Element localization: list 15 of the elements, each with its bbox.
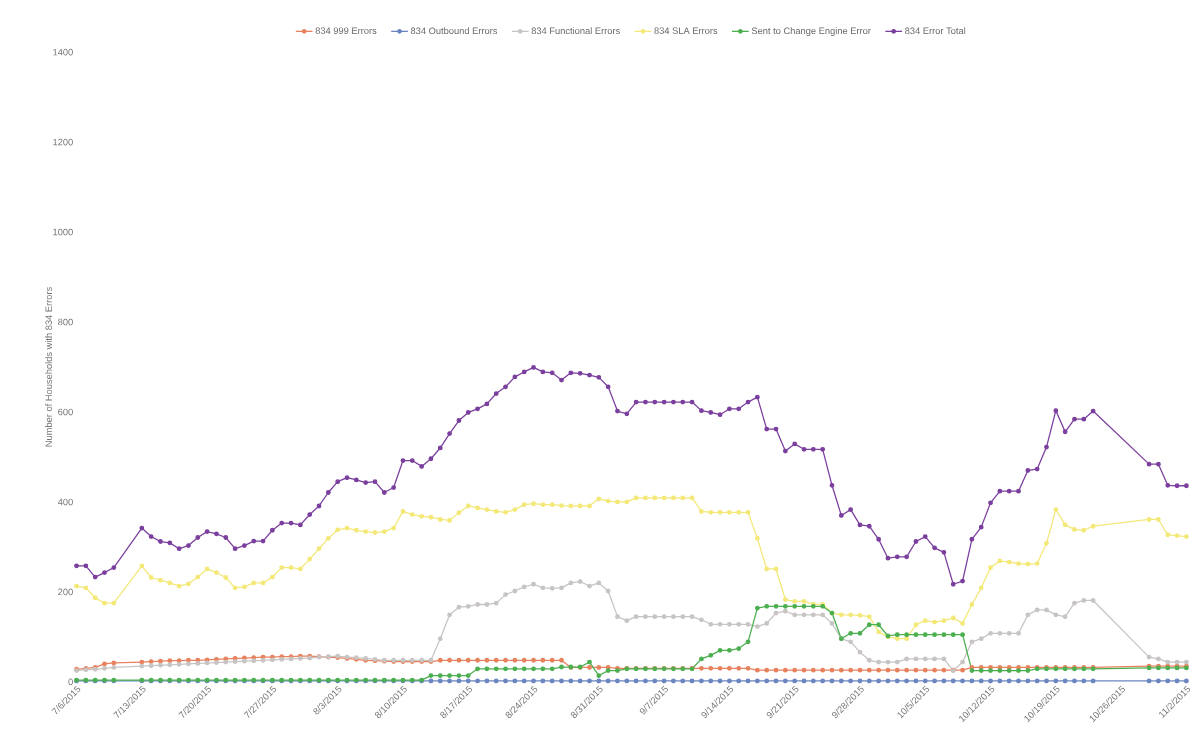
legend-label: 834 Outbound Errors bbox=[410, 27, 498, 35]
y-tick-label: 1000 bbox=[53, 228, 73, 236]
y-tick-label: 600 bbox=[58, 408, 73, 416]
legend-label: 834 Functional Errors bbox=[531, 27, 620, 35]
legend-label: 834 SLA Errors bbox=[654, 27, 718, 35]
y-tick-label: 400 bbox=[57, 498, 73, 506]
legend-label: 834 Error Total bbox=[905, 27, 966, 35]
y-tick-label: 200 bbox=[58, 588, 73, 596]
y-tick-label: 1200 bbox=[53, 138, 73, 146]
legend-label: 834 999 Errors bbox=[315, 27, 377, 35]
y-tick-label: 800 bbox=[58, 318, 73, 326]
legend-label: Sent to Change Engine Error bbox=[751, 27, 871, 37]
y-tick-label: 1400 bbox=[53, 48, 73, 56]
y-axis-title: Number of Households with 834 Errors bbox=[45, 287, 53, 447]
y-tick-label: 0 bbox=[68, 678, 73, 686]
